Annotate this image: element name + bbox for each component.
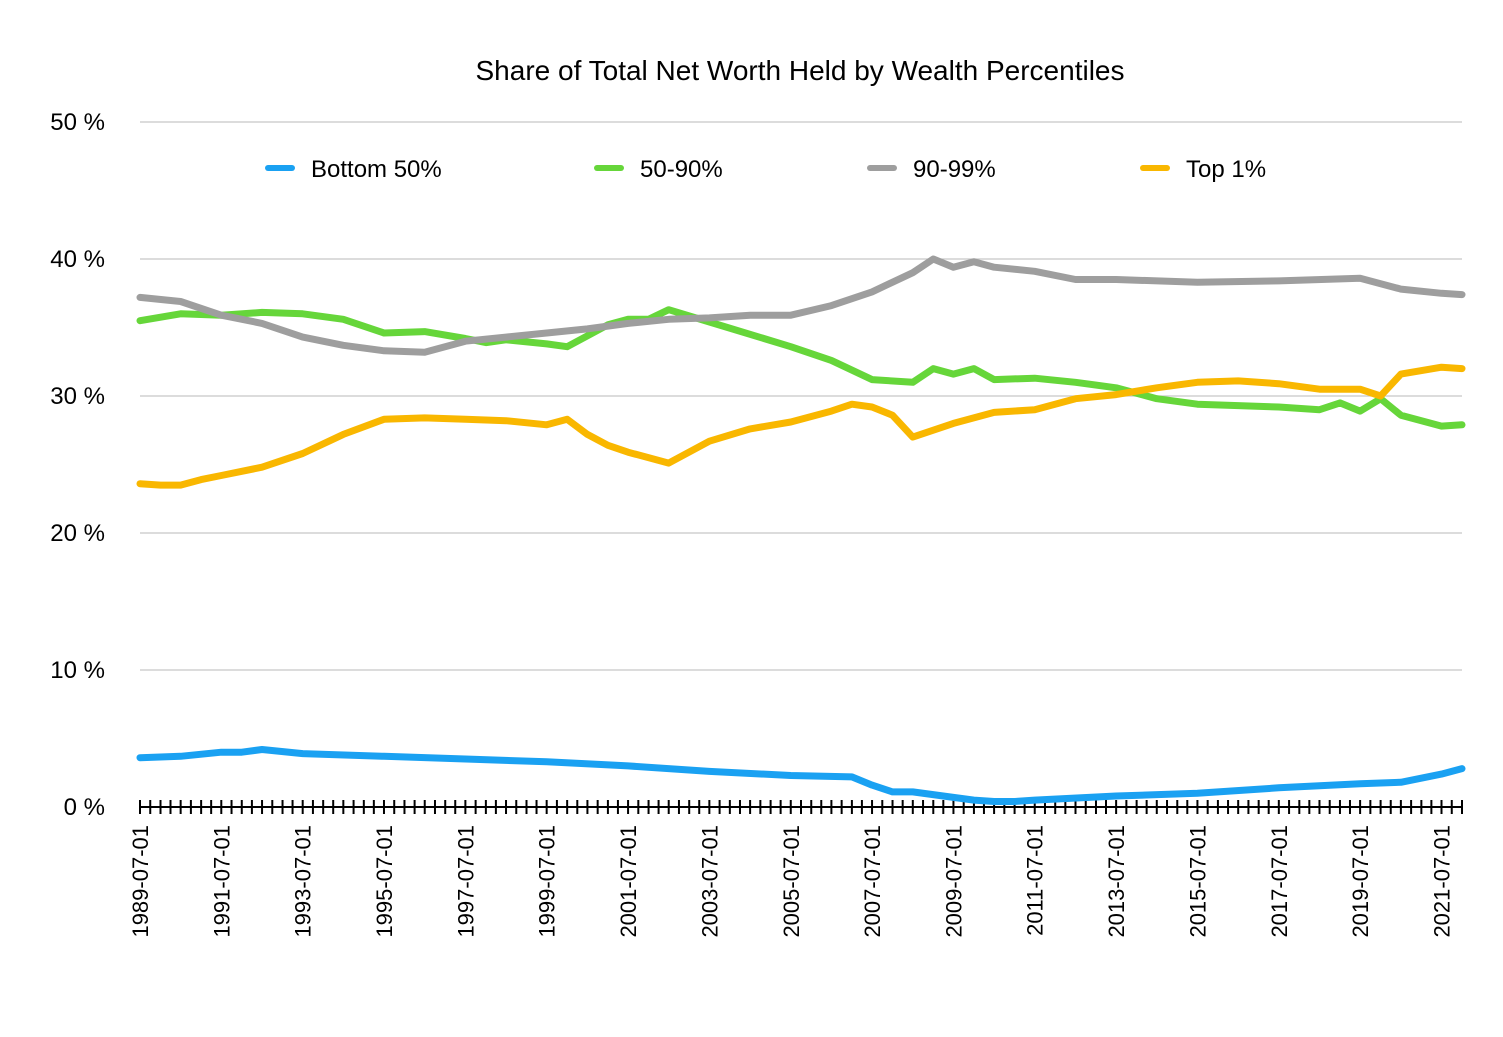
y-tick-label: 20 %	[50, 520, 105, 547]
series-line-3	[136, 363, 1466, 489]
y-tick-label: 30 %	[50, 383, 105, 410]
x-tick-label: 2021-07-01	[1430, 825, 1455, 938]
series-line-2	[136, 255, 1466, 356]
series-lines	[136, 255, 1466, 805]
x-axis: 1989-07-01 1991-07-01 1993-07-01 1995-07-01…	[128, 800, 1463, 938]
series-line-1	[136, 306, 1466, 430]
legend-label: 50-90%	[640, 156, 723, 183]
x-tick-label: 2019-07-01	[1348, 825, 1373, 938]
y-tick-label: 40 %	[50, 246, 105, 273]
x-tick-label: 1995-07-01	[372, 825, 397, 938]
y-tick-label: 10 %	[50, 657, 105, 684]
y-axis: 0 % 10 % 20 % 30 % 40 % 50 %	[50, 109, 105, 821]
chart-title: Share of Total Net Worth Held by Wealth …	[476, 55, 1125, 86]
legend-label: 90-99%	[913, 156, 996, 183]
x-tick-label: 2003-07-01	[697, 825, 722, 938]
legend: Bottom 50% 50-90% 90-99% Top 1%	[265, 156, 1266, 183]
legend-label: Top 1%	[1186, 156, 1266, 183]
x-tick-label: 2001-07-01	[616, 825, 641, 938]
y-tick-label: 0 %	[64, 794, 105, 821]
legend-label: Bottom 50%	[311, 156, 442, 183]
x-tick-label: 2005-07-01	[779, 825, 804, 938]
series-line-0	[136, 746, 1466, 805]
x-tick-label: 1993-07-01	[291, 825, 316, 938]
x-tick-label: 1997-07-01	[453, 825, 478, 938]
y-tick-label: 50 %	[50, 109, 105, 136]
x-tick-label: 2011-07-01	[1023, 825, 1048, 936]
x-tick-label: 2013-07-01	[1104, 825, 1129, 938]
x-tick-label: 2017-07-01	[1267, 825, 1292, 938]
x-tick-label: 2009-07-01	[941, 825, 966, 938]
x-tick-label: 2007-07-01	[860, 825, 885, 938]
grid-lines	[140, 121, 1462, 671]
x-tick-label: 1999-07-01	[535, 825, 560, 938]
x-tick-label: 2015-07-01	[1185, 825, 1210, 938]
x-tick-label: 1991-07-01	[209, 825, 234, 938]
x-tick-label: 1989-07-01	[128, 825, 153, 938]
